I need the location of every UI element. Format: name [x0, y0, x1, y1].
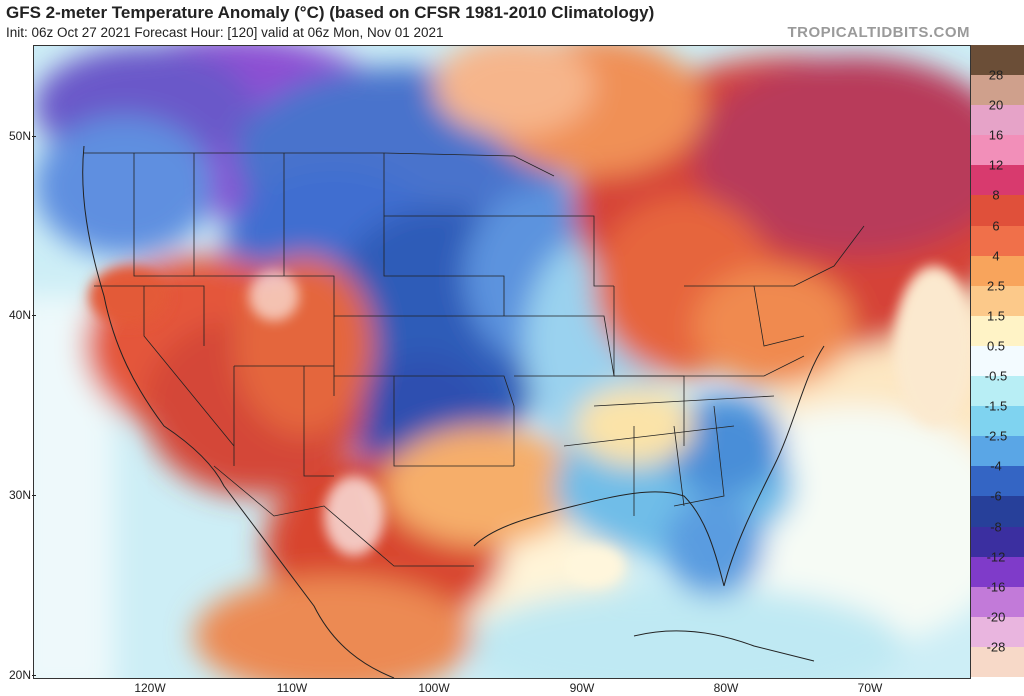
colorbar-swatch [971, 496, 1024, 528]
anomaly-detail [89, 266, 970, 586]
colorbar-label: -0.5 [984, 368, 1008, 384]
colorbar-label: 0.5 [986, 338, 1006, 354]
colorbar-label: 12 [988, 157, 1004, 173]
colorbar-swatch [971, 135, 1024, 166]
colorbar-label: 4 [992, 248, 1000, 264]
colorbar-label: -20 [986, 609, 1006, 625]
lat-label-20n: 20N [0, 668, 36, 682]
colorbar-label: 20 [988, 97, 1004, 113]
colorbar-swatch [971, 526, 1024, 558]
colorbar-swatch [971, 105, 1024, 136]
colorbar-label: -8 [990, 519, 1002, 535]
colorbar-label: -12 [986, 549, 1006, 565]
chart-subtitle: Init: 06z Oct 27 2021 Forecast Hour: [12… [6, 25, 444, 40]
lat-label-30n: 30N [0, 488, 36, 502]
colorbar-swatch [971, 45, 1024, 76]
lon-label-120w: 120W [134, 681, 166, 695]
cuba-outline [633, 630, 815, 662]
colorbar-label: 8 [992, 187, 1000, 203]
lat-label-50n: 50N [0, 129, 36, 143]
lon-label-100w: 100W [418, 681, 450, 695]
colorbar-swatch [971, 436, 1024, 467]
lat-label-40n: 40N [0, 308, 36, 322]
lon-label-110w: 110W [276, 681, 308, 695]
coastline [82, 145, 395, 678]
colorbar-label: -4 [990, 458, 1002, 474]
colorbar-swatch [971, 616, 1024, 648]
colorbar-swatch [971, 225, 1024, 257]
temperature-anomaly-map [34, 46, 970, 678]
lon-label-70w: 70W [857, 681, 883, 695]
colorbar-label: -1.5 [984, 398, 1008, 414]
gulf-coastline [473, 491, 725, 587]
colorbar-swatch [971, 376, 1024, 407]
colorbar-legend: 28 20 16 12 8 6 4 2.5 1.5 0.5 -0.5 -1.5 -2.5 -4 -6 -8 -1… [971, 45, 1024, 678]
colorbar-swatch [971, 586, 1024, 618]
colorbar-label: -2.5 [984, 428, 1008, 444]
colorbar-swatch [971, 556, 1024, 588]
map-panel [33, 45, 971, 679]
colorbar-swatch [971, 406, 1024, 437]
colorbar-label: -6 [990, 488, 1002, 504]
atlantic-coastline [723, 345, 825, 587]
colorbar-label: 6 [992, 218, 1000, 234]
colorbar-label: 1.5 [986, 308, 1006, 324]
colorbar-swatch [971, 195, 1024, 227]
colorbar-label: -16 [986, 579, 1006, 595]
anomaly-shading [34, 46, 970, 678]
colorbar-swatch [971, 75, 1024, 106]
state-borders [84, 152, 865, 567]
colorbar-swatch [971, 285, 1024, 317]
chart-title: GFS 2-meter Temperature Anomaly (°C) (ba… [6, 3, 655, 22]
colorbar-label: 2.5 [986, 278, 1006, 294]
lon-label-80w: 80W [713, 681, 739, 695]
brand-watermark: TROPICALTIDBITS.COM [787, 24, 970, 41]
colorbar-swatch [971, 315, 1024, 347]
colorbar-label: 28 [988, 67, 1004, 83]
colorbar-swatch [971, 165, 1024, 196]
colorbar-label: 16 [988, 127, 1004, 143]
colorbar-swatch [971, 345, 1024, 377]
lon-label-90w: 90W [569, 681, 595, 695]
colorbar-swatch [971, 255, 1024, 287]
colorbar-swatch [971, 646, 1024, 678]
colorbar-swatch [971, 466, 1024, 497]
colorbar-label: -28 [986, 639, 1006, 655]
